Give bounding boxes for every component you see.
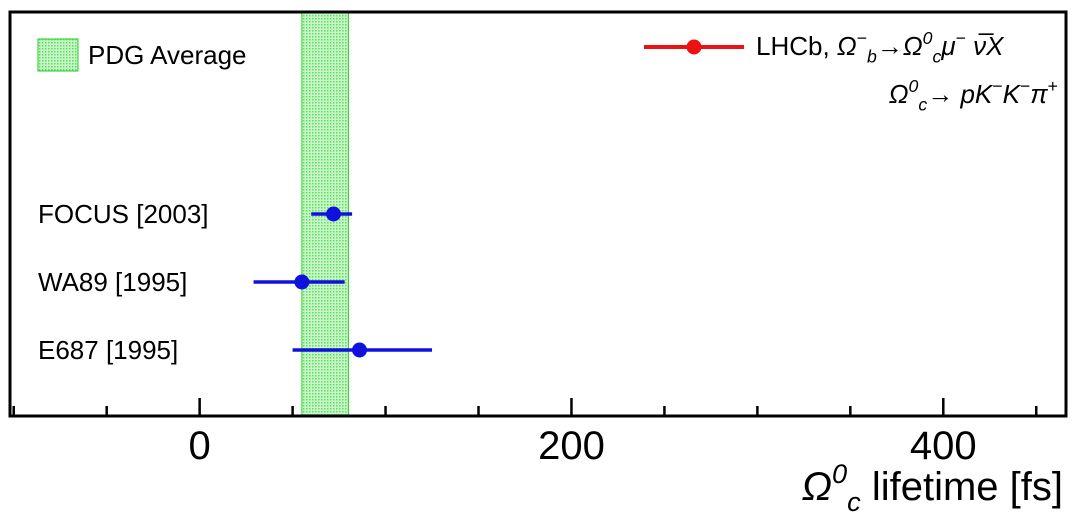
legend-pdg-label: PDG Average [88,40,247,70]
plot-frame [8,10,1068,418]
data-point [352,342,368,358]
legend-pdg-swatch [37,38,79,72]
x-tick-label: 200 [538,424,605,468]
legend-lhcb-line2: Ω0c→ pK−K−π+ [889,76,1058,114]
data-point [325,206,341,222]
data-point [294,274,310,290]
x-tick-label: 0 [189,424,211,468]
x-tick-label: 400 [910,424,977,468]
x-axis-title: Ω0c lifetime [fs] [802,458,1063,513]
legend-lhcb-marker [686,39,702,55]
measurement-label: FOCUS [2003] [38,199,209,229]
measurement-label: WA89 [1995] [38,267,187,297]
measurement-label: E687 [1995] [38,335,178,365]
legend-lhcb-line1: LHCb, Ω−b→Ω0cμ− ν̅X [756,28,1005,66]
